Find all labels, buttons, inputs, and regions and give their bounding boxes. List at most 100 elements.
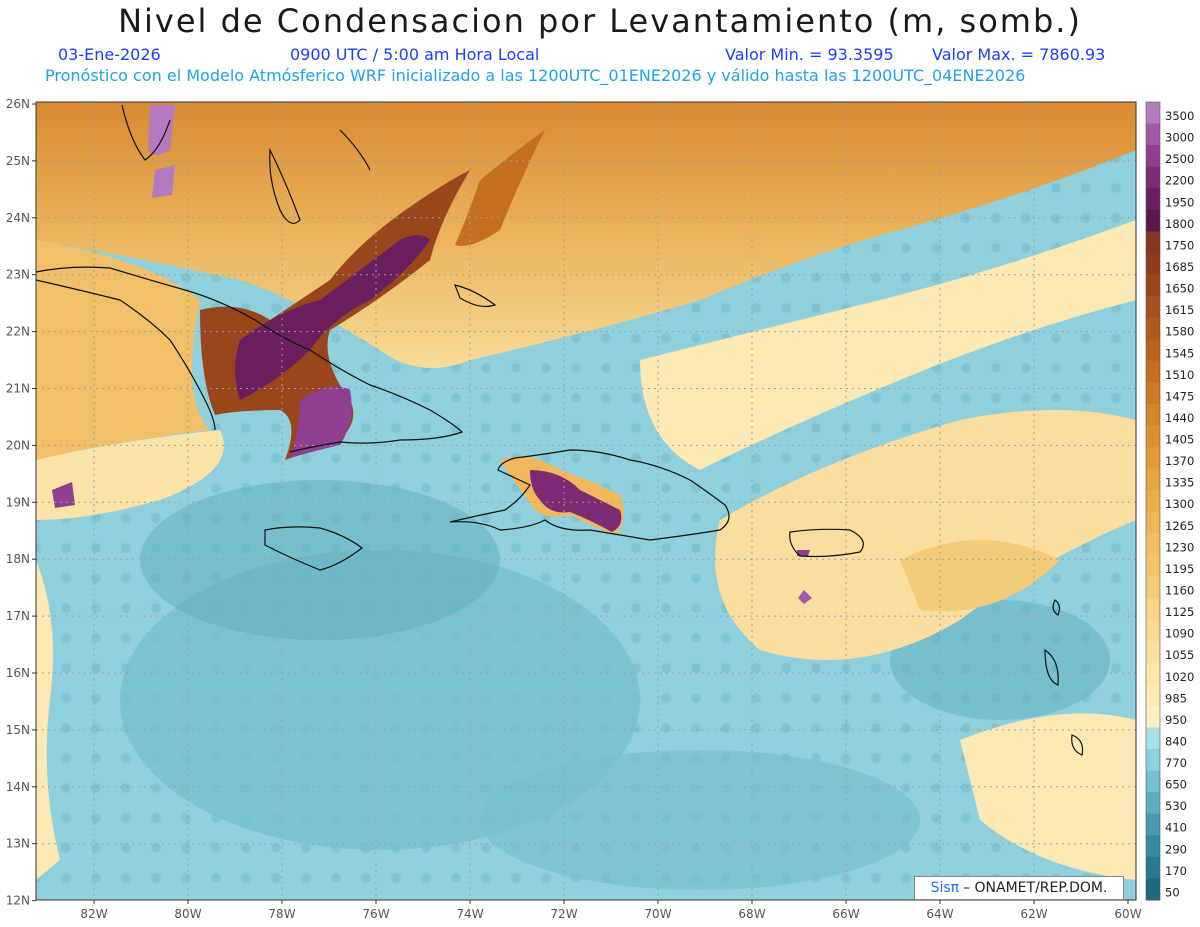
colorbar-swatch — [1146, 490, 1160, 513]
colorbar-label: 1510 — [1165, 368, 1194, 382]
colorbar-label: 170 — [1165, 864, 1187, 878]
colorbar-swatch — [1146, 274, 1160, 297]
lon-tick-label: 80W — [174, 907, 201, 921]
purple-region — [797, 550, 810, 556]
colorbar-swatch — [1146, 856, 1160, 879]
colorbar-swatch — [1146, 749, 1160, 772]
colorbar-label: 1800 — [1165, 217, 1194, 231]
colorbar-label: 290 — [1165, 842, 1187, 856]
colorbar-swatch — [1146, 792, 1160, 815]
colorbar: 3500 3000 2500 2200 1950 1800 1750 1685 1650 1615… — [1145, 101, 1194, 901]
colorbar-swatch — [1146, 166, 1160, 189]
colorbar-swatch — [1146, 252, 1160, 276]
orange-region — [36, 240, 210, 460]
lat-tick-label: 22N — [6, 325, 30, 339]
bahamas-coast — [269, 147, 301, 224]
purple-region — [235, 235, 430, 400]
colorbar-label: 1090 — [1165, 627, 1194, 641]
purple-region — [530, 470, 622, 532]
colorbar-swatch — [1146, 468, 1160, 491]
colorbar-label: 985 — [1165, 691, 1187, 705]
colorbar-swatch — [1146, 878, 1160, 901]
purple-region — [52, 482, 75, 508]
teal-region — [140, 480, 500, 640]
colorbar-label: 1160 — [1165, 584, 1194, 598]
lon-tick-label: 76W — [362, 907, 389, 921]
colorbar-label: 1300 — [1165, 497, 1194, 511]
yellow-region — [715, 410, 1136, 660]
colorbar-swatch — [1146, 813, 1160, 836]
colorbar-label: 2200 — [1165, 174, 1194, 188]
credit-org: – ONAMET/REP.DOM. — [963, 880, 1108, 896]
yellow-region — [640, 220, 1136, 470]
colorbar-label: 530 — [1165, 799, 1187, 813]
colorbar-swatch — [1146, 382, 1160, 405]
colorbar-label: 1475 — [1165, 389, 1194, 403]
yellow-region — [36, 430, 224, 520]
colorbar-swatch — [1146, 209, 1160, 232]
colorbar-label: 1335 — [1165, 476, 1194, 490]
yellow-region — [36, 560, 60, 880]
colorbar-label: 3500 — [1165, 109, 1194, 123]
colorbar-swatch — [1146, 619, 1160, 642]
purple-region — [148, 105, 175, 155]
lon-tick-label: 66W — [832, 907, 859, 921]
colorbar-label: 1950 — [1165, 195, 1194, 209]
colorbar-label: 1265 — [1165, 519, 1194, 533]
colorbar-label: 1750 — [1165, 238, 1194, 252]
cuba-coast — [35, 279, 216, 431]
jamaica-coast — [264, 526, 363, 571]
colorbar-label: 770 — [1165, 756, 1187, 770]
colorbar-swatch — [1146, 770, 1160, 793]
colorbar-swatch — [1146, 447, 1160, 470]
graticule — [36, 102, 1136, 900]
teal-region — [890, 600, 1110, 720]
colorbar-swatch — [1146, 145, 1160, 168]
min-value-label: Valor Min. = 93.3595 — [725, 45, 894, 64]
field-layer — [36, 102, 1136, 900]
colorbar-label: 950 — [1165, 713, 1187, 727]
time-label: 0900 UTC / 5:00 am Hora Local — [290, 45, 540, 64]
colorbar-swatch — [1146, 317, 1160, 340]
florida-coast — [121, 104, 171, 161]
lat-tick-label: 23N — [6, 268, 30, 282]
bahamas-coast — [339, 129, 371, 171]
lat-tick-label: 15N — [6, 723, 30, 737]
colorbar-label: 1195 — [1165, 562, 1194, 576]
lon-tick-label: 82W — [80, 907, 107, 921]
colorbar-swatch — [1146, 296, 1160, 319]
yellow-region — [960, 713, 1136, 880]
orange-region — [900, 540, 1060, 612]
colorbar-label: 1020 — [1165, 670, 1194, 684]
colorbar-swatch — [1146, 705, 1160, 728]
colorbar-swatch — [1146, 641, 1160, 664]
teal-region — [480, 750, 920, 890]
credit-box: Sisπ – ONAMET/REP.DOM. — [914, 876, 1124, 900]
lat-tick-label: 21N — [6, 382, 30, 396]
lat-tick-label: 18N — [6, 552, 30, 566]
purple-region — [798, 590, 812, 604]
colorbar-swatch — [1146, 598, 1160, 621]
colorbar-swatch — [1146, 360, 1160, 383]
martinique-coast — [1071, 734, 1084, 756]
colorbar-label: 2500 — [1165, 152, 1194, 166]
colorbar-label: 1230 — [1165, 540, 1194, 554]
colorbar-label: 1370 — [1165, 454, 1194, 468]
colorbar-label: 1055 — [1165, 648, 1194, 662]
lat-tick-label: 14N — [6, 780, 30, 794]
lat-tick-label: 17N — [6, 609, 30, 623]
colorbar-swatch — [1146, 339, 1160, 362]
lat-tick-label: 19N — [6, 495, 30, 509]
max-value-label: Valor Max. = 7860.93 — [932, 45, 1106, 64]
lon-tick-label: 64W — [926, 907, 953, 921]
colorbar-swatch — [1146, 102, 1160, 125]
colorbar-swatch — [1146, 684, 1160, 707]
date-label: 03-Ene-2026 — [58, 45, 161, 64]
colorbar-label: 1580 — [1165, 325, 1194, 339]
colorbar-label: 1405 — [1165, 433, 1194, 447]
colorbar-swatch — [1146, 533, 1160, 556]
colorbar-swatch — [1146, 554, 1160, 577]
brown-region — [455, 130, 545, 246]
colorbar-swatch — [1146, 188, 1160, 211]
colorbar-swatch — [1146, 231, 1160, 254]
